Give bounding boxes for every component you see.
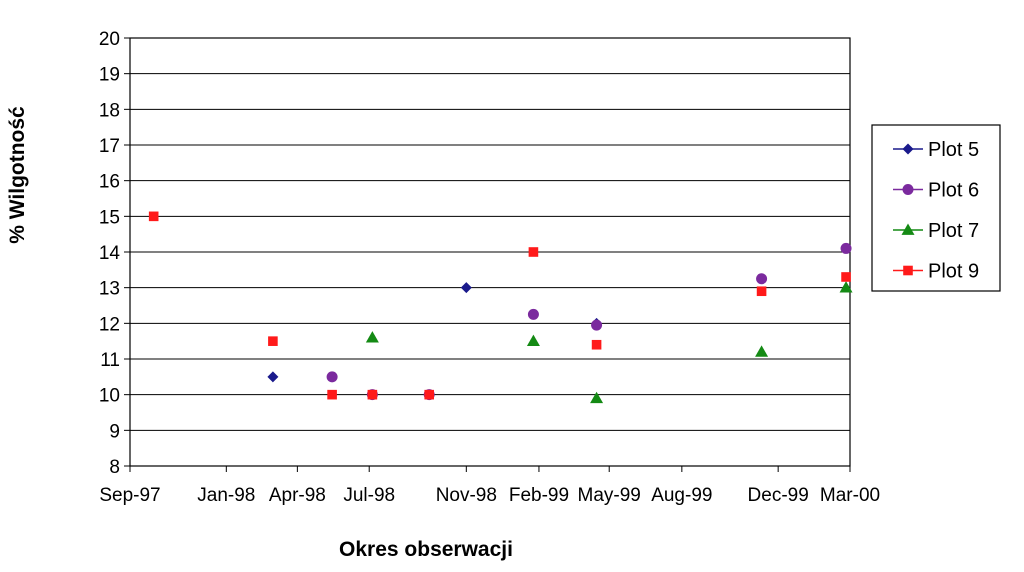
gridlines [130,73,850,431]
plot-7-point [839,281,853,293]
plot-9-point [528,247,539,257]
y-tick-label: 20 [99,29,120,50]
legend-label-plot-7: Plot 7 [928,220,979,242]
plot-9-point [591,339,602,350]
plot-6-point [840,242,852,254]
plot-6-point [756,273,768,285]
y-tick-label: 16 [99,172,120,193]
legend-marker-plot-9 [903,265,913,276]
y-tick-label: 17 [99,136,120,157]
x-tick-label: Aug-99 [651,485,712,506]
plot-5-point [460,282,472,294]
y-tick-label: 19 [99,65,120,86]
legend-box [871,124,1001,292]
plot-9-point [148,211,159,222]
x-tick-label: Nov-98 [436,485,497,506]
plot-9-point [841,272,851,282]
data-points [148,211,853,404]
legend-label-plot-9: Plot 9 [928,261,979,283]
legend-label-plot-5: Plot 5 [928,139,979,161]
plot-7-point [365,331,379,343]
legend-marker-plot-7 [901,223,915,235]
legend-marker-plot-6 [902,184,914,195]
legend-label-plot-6: Plot 6 [928,180,979,202]
plot-7-point [755,345,769,357]
plot-9-point [424,389,435,400]
x-tick-label: Dec-99 [748,485,809,506]
x-tick-label: Mar-00 [820,485,880,506]
y-tick-label: 8 [109,457,120,478]
y-tick-label: 11 [100,350,120,371]
x-axis-title: Okres obserwacji [339,538,513,561]
plot-9-point [756,286,767,297]
plot-6-point [527,308,539,320]
x-tick-label: Apr-98 [269,485,326,506]
plot-6-point [591,319,603,331]
plot-5-point [267,371,279,383]
legend-marker-plot-5 [902,143,914,155]
y-axis: 8 9 10 11 12 13 14 15 16 17 18 19 20 [99,29,130,478]
y-tick-label: 13 [99,279,120,300]
y-tick-label: 15 [99,207,120,228]
plot-9-point [367,389,378,400]
y-tick-label: 14 [99,243,121,264]
plot-6-point [326,371,338,383]
y-tick-label: 9 [109,421,120,442]
plot-7-point [526,334,540,347]
y-tick-label: 18 [99,100,120,121]
y-tick-label: 10 [99,386,120,407]
y-axis-title: % Wilgotność [6,106,29,244]
x-tick-label: Sep-97 [99,485,160,506]
plot-9-point [327,389,337,400]
x-tick-label: Jul-98 [343,485,395,506]
plot-9-point [268,336,278,346]
x-tick-label: Feb-99 [509,485,569,506]
y-tick-label: 12 [99,314,120,335]
plot-7-point [590,391,604,404]
legend: Plot 5 Plot 6 Plot 7 Plot 9 [871,124,1001,292]
x-tick-label: May-99 [578,485,641,506]
x-axis: Sep-97 Jan-98 Apr-98 Jul-98 Nov-98 Feb-99 May-… [99,466,880,506]
x-tick-label: Jan-98 [197,485,255,506]
